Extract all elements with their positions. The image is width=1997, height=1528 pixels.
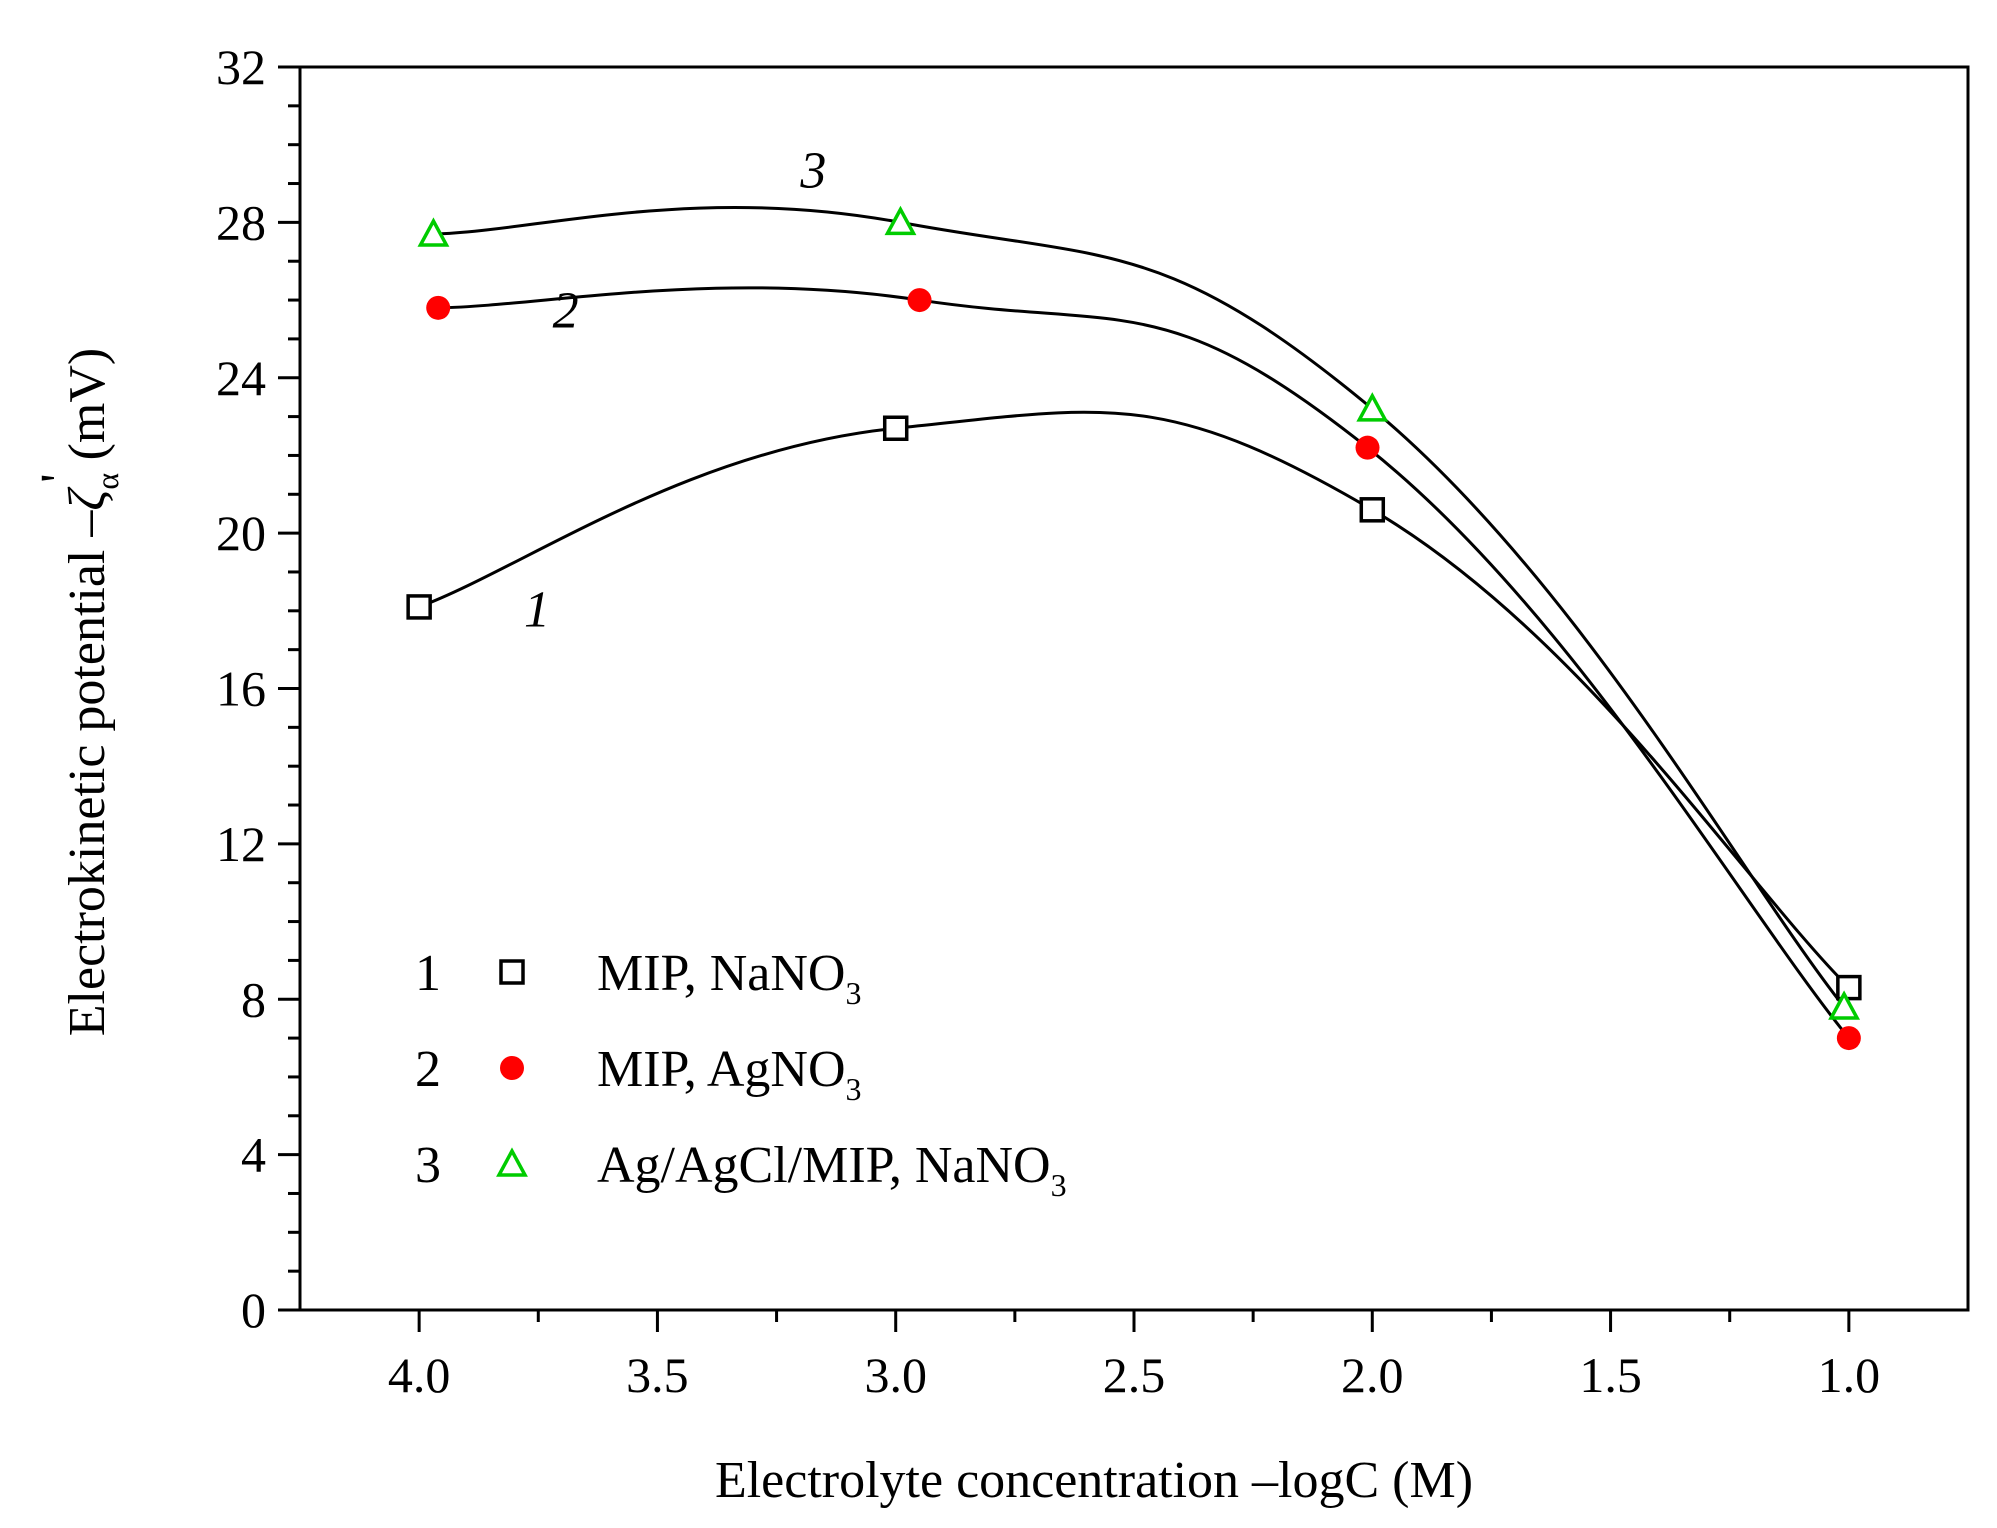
legend-label-1: MIP, NaNO3	[597, 945, 861, 1011]
series-2-point	[1355, 435, 1380, 460]
series-2-point	[907, 288, 932, 313]
y-axis-title-sub: α	[89, 473, 125, 490]
x-tick-label: 2.5	[1103, 1347, 1166, 1403]
series-2-line	[438, 286, 1851, 1040]
x-tick-label: 4.0	[388, 1347, 451, 1403]
x-tick-label: 1.0	[1818, 1347, 1881, 1403]
series-3-line	[433, 205, 1846, 1008]
series-3-point	[417, 217, 450, 247]
series-1-point	[882, 415, 909, 441]
legend-label-3: Ag/AgCl/MIP, NaNO3	[597, 1137, 1067, 1203]
markers-layer	[406, 205, 1862, 1051]
curve-label-2: 2	[553, 282, 579, 339]
legend-label-subscript: 3	[1051, 1167, 1067, 1203]
series-3-point	[1828, 990, 1861, 1020]
legend-label-subscript: 3	[845, 975, 861, 1011]
series-3-point	[884, 205, 917, 236]
series-2-point	[426, 295, 451, 320]
legend-label-subscript: 3	[846, 1071, 862, 1107]
series-1-point	[1359, 497, 1386, 523]
y-tick-label: 28	[216, 194, 266, 250]
legend-number-2: 2	[415, 1041, 441, 1098]
curves-layer	[418, 205, 1851, 1040]
legend-number-3: 3	[415, 1137, 441, 1194]
y-axis-title-symbol: ζ	[59, 487, 116, 511]
legend-marker-1	[499, 959, 525, 985]
y-tick-label: 12	[216, 816, 266, 872]
legend-label-2: MIP, AgNO3	[597, 1041, 862, 1107]
series-1-point	[1836, 974, 1862, 1001]
plot-border	[298, 65, 1970, 1312]
y-tick-label: 8	[241, 971, 266, 1027]
y-tick-label: 16	[216, 661, 266, 717]
y-tick-label: 4	[241, 1127, 266, 1183]
series-3-point	[1356, 392, 1389, 422]
x-axis-title: Electrolyte concentration –logC (M)	[715, 1452, 1473, 1509]
series-1-point	[406, 594, 432, 620]
y-tick-label: 20	[216, 505, 266, 561]
y-axis-title-prime: '	[31, 473, 88, 482]
y-tick-label: 32	[216, 39, 266, 95]
x-tick-label: 3.5	[626, 1347, 689, 1403]
legend-marker-3	[496, 1147, 528, 1177]
legend-label-text: MIP, NaNO	[597, 945, 845, 1002]
y-axis-title: Electrokinetic potential –ζα' (mV)	[31, 348, 125, 1036]
series-2-point	[1836, 1026, 1861, 1051]
curve-labels: 1 2 3	[524, 142, 826, 638]
plot-frame	[298, 65, 1970, 1312]
legend-marker-2	[500, 1056, 524, 1080]
y-axis-title-main: Electrokinetic potential –	[59, 510, 116, 1037]
y-axis-title-unit: (mV)	[59, 348, 116, 474]
x-tick-label: 1.5	[1579, 1347, 1642, 1403]
y-tick-label: 24	[216, 350, 266, 406]
y-tick-label: 0	[241, 1282, 266, 1338]
legend-label-text: MIP, AgNO	[597, 1041, 846, 1098]
legend-number-1: 1	[415, 945, 441, 1002]
x-tick-label: 2.0	[1341, 1347, 1404, 1403]
series-1-line	[418, 410, 1850, 989]
legend-label-text: Ag/AgCl/MIP, NaNO	[597, 1137, 1051, 1194]
curve-label-3: 3	[799, 142, 826, 199]
curve-label-1: 1	[524, 581, 550, 638]
x-tick-label: 3.0	[864, 1347, 927, 1403]
